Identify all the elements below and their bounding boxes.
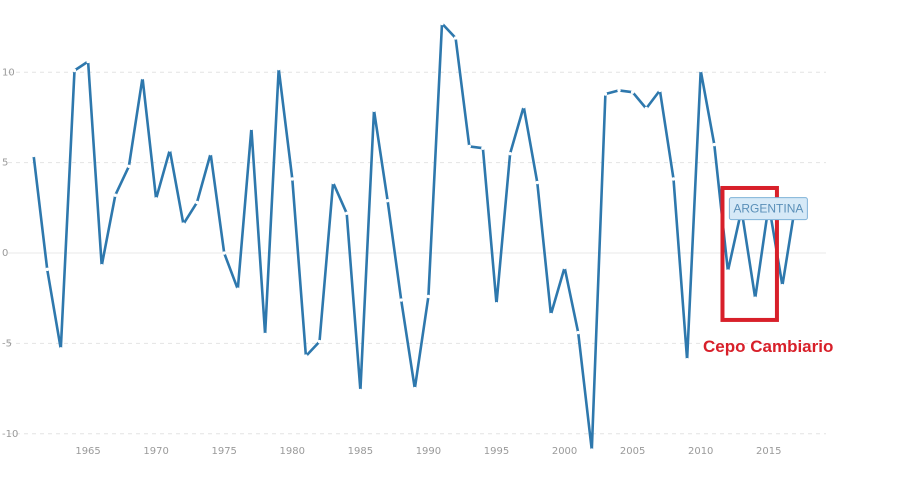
- series-point: [72, 68, 77, 73]
- x-tick-label: 2010: [688, 446, 713, 457]
- series-point: [263, 332, 267, 337]
- series-point: [453, 36, 458, 40]
- series-point: [562, 265, 567, 270]
- tooltip-box: [728, 197, 808, 221]
- series-point: [467, 144, 471, 149]
- y-tick-label: -5: [2, 338, 12, 349]
- series-point: [440, 21, 444, 26]
- series-point: [753, 296, 757, 300]
- series-point: [699, 68, 703, 73]
- series-point: [276, 66, 281, 71]
- series-point: [208, 151, 213, 156]
- series-point: [304, 354, 308, 358]
- series-point: [399, 298, 403, 302]
- series-point: [522, 104, 526, 109]
- series-point: [154, 197, 158, 201]
- series-point: [168, 148, 172, 152]
- y-tick-label: 5: [2, 158, 8, 169]
- axis-tick-labels: -10 -5 0 5 10 1965 1970 1975 1980 1985 1990 1995 200…: [2, 67, 781, 457]
- series-point: [685, 358, 689, 362]
- series-point: [127, 164, 131, 168]
- series-points: [31, 21, 798, 452]
- series-point: [413, 386, 417, 391]
- series-point: [576, 330, 580, 335]
- series-point: [290, 177, 294, 181]
- series-point: [671, 177, 676, 181]
- y-tick-label: 0: [2, 248, 8, 259]
- series-point: [385, 198, 390, 203]
- x-tick-label: 2000: [552, 446, 577, 457]
- series-point: [345, 211, 349, 215]
- series-point: [331, 180, 335, 185]
- x-tick-label: 1985: [348, 446, 373, 457]
- series-point: [45, 267, 49, 272]
- series-point: [658, 88, 662, 93]
- highlight-label: Cepo Cambiario: [703, 337, 833, 356]
- tooltip-label: ARGENTINA: [733, 202, 803, 216]
- series-point: [31, 153, 36, 158]
- series-point: [317, 339, 322, 344]
- x-tick-label: 1970: [143, 446, 168, 457]
- series-point: [86, 59, 90, 64]
- highlight-box: [720, 185, 779, 322]
- series-point: [644, 106, 648, 111]
- series-tooltip: ARGENTINA: [728, 197, 808, 221]
- series-point: [617, 88, 621, 93]
- y-tick-label: -10: [2, 429, 18, 440]
- series-point: [59, 347, 63, 351]
- series-point: [481, 146, 485, 150]
- series-point: [712, 142, 717, 147]
- series-point: [590, 448, 594, 452]
- series-point: [780, 283, 785, 288]
- series-point: [494, 301, 499, 306]
- series-point: [113, 193, 117, 197]
- series-point: [549, 312, 553, 317]
- series-point: [140, 76, 145, 80]
- series-point: [195, 200, 199, 205]
- series-point: [99, 264, 104, 268]
- series-point: [426, 294, 431, 299]
- series-point: [603, 92, 608, 96]
- series-point: [372, 108, 376, 112]
- series-point: [222, 251, 226, 255]
- series-point: [249, 126, 254, 131]
- series-point: [508, 151, 512, 156]
- series-point: [630, 90, 635, 94]
- series-point: [726, 269, 730, 273]
- series-layer: [32, 22, 798, 452]
- x-tick-label: 1995: [484, 446, 509, 457]
- series-point: [358, 388, 363, 393]
- series-point: [535, 180, 540, 185]
- x-tick-label: 2015: [756, 446, 781, 457]
- x-tick-label: 2005: [620, 446, 645, 457]
- x-tick-label: 1975: [211, 446, 236, 457]
- series-line-argentina: [32, 22, 798, 452]
- series-point: [236, 287, 240, 291]
- x-tick-label: 1990: [416, 446, 441, 457]
- x-tick-label: 1980: [280, 446, 305, 457]
- grid-lines: [8, 71, 826, 435]
- x-tick-label: 1965: [75, 446, 100, 457]
- y-tick-label: 10: [2, 67, 15, 78]
- series-point: [181, 222, 186, 226]
